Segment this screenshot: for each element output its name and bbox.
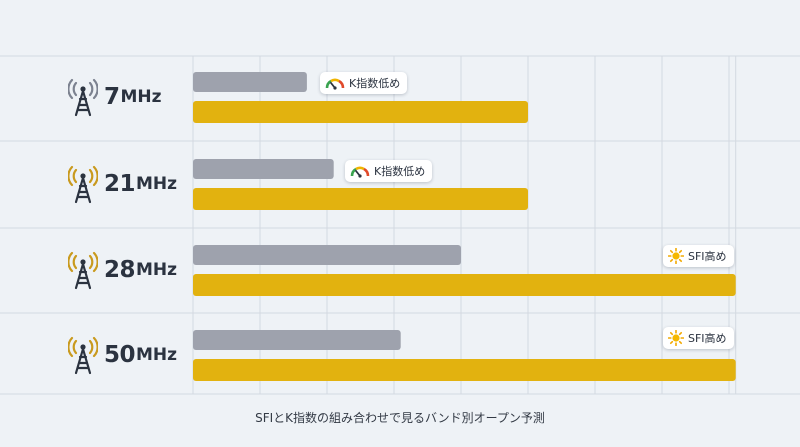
- sun-icon: [668, 330, 684, 346]
- gauge-icon: [325, 78, 345, 90]
- antenna-tower-icon: [68, 78, 98, 117]
- band-label: 7 MHz: [68, 77, 162, 117]
- band-unit: MHz: [136, 260, 178, 280]
- annotation-badge: K指数低め: [345, 160, 433, 182]
- band-number: 7: [104, 84, 120, 110]
- gray-bar: [193, 159, 334, 179]
- sun-icon: [668, 248, 684, 264]
- band-unit: MHz: [136, 345, 178, 365]
- annotation-badge: SFI高め: [663, 327, 734, 349]
- gray-bar: [193, 72, 307, 92]
- gold-bar: [193, 188, 528, 210]
- annotation-text: SFI高め: [688, 250, 727, 263]
- gold-bar: [193, 359, 736, 381]
- gray-bar: [193, 330, 401, 350]
- gauge-icon: [350, 166, 370, 178]
- band-label: 50 MHz: [68, 335, 177, 375]
- band-number: 28: [104, 257, 136, 283]
- band-label: 21 MHz: [68, 164, 177, 204]
- band-number: 21: [104, 171, 136, 197]
- antenna-tower-icon: [68, 251, 98, 290]
- gray-bar: [193, 245, 461, 265]
- annotation-text: SFI高め: [688, 332, 727, 345]
- band-label: 28 MHz: [68, 250, 177, 290]
- gold-bar: [193, 101, 528, 123]
- band-unit: MHz: [136, 174, 178, 194]
- gold-bar: [193, 274, 736, 296]
- antenna-tower-icon: [68, 165, 98, 204]
- band-unit: MHz: [120, 87, 162, 107]
- antenna-tower-icon: [68, 336, 98, 375]
- annotation-badge: SFI高め: [663, 245, 734, 267]
- band-number: 50: [104, 342, 136, 368]
- annotation-text: K指数低め: [374, 165, 426, 178]
- annotation-text: K指数低め: [349, 77, 401, 90]
- chart-caption: SFIとK指数の組み合わせで見るバンド別オープン予測: [255, 411, 545, 425]
- annotation-badge: K指数低め: [320, 72, 408, 94]
